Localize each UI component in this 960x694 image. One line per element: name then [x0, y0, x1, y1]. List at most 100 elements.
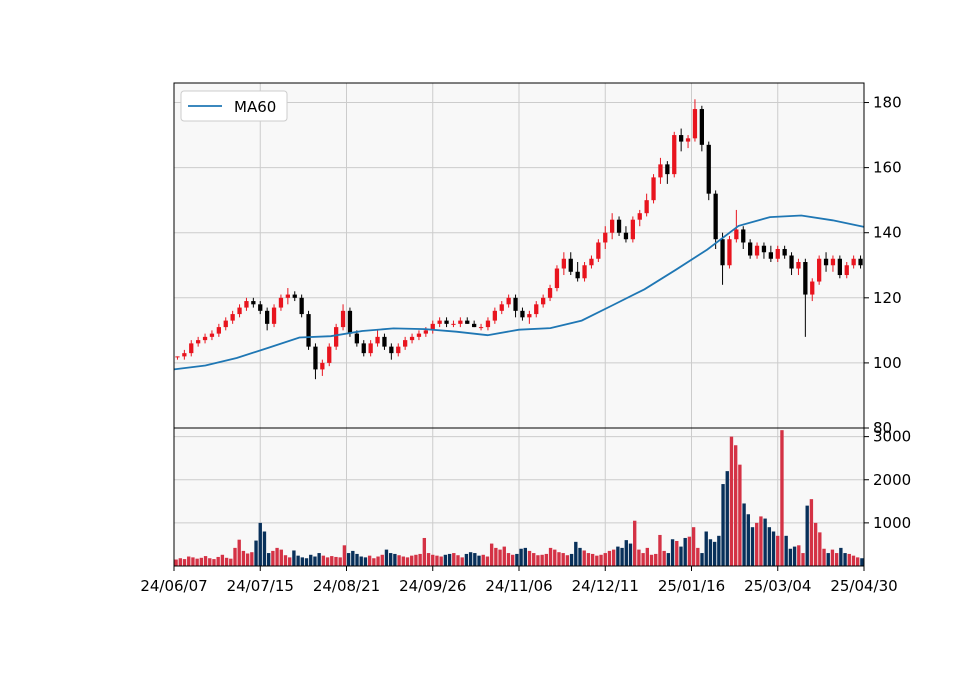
- volume-bar: [258, 522, 262, 566]
- volume-bar: [401, 556, 405, 566]
- volume-bar: [565, 555, 570, 566]
- legend: MA60: [180, 90, 288, 122]
- candle-body: [603, 232, 608, 243]
- volume-bar: [687, 536, 692, 566]
- candle-body: [196, 340, 201, 344]
- volume-bar: [296, 555, 300, 566]
- volume-bar: [380, 554, 384, 566]
- volume-bar: [494, 547, 498, 566]
- candle-body: [630, 219, 635, 240]
- candle-body: [761, 245, 767, 253]
- volume-bar: [540, 554, 544, 566]
- candle-body: [775, 248, 780, 259]
- volume-bar: [498, 549, 502, 566]
- legend-ma60-label: MA60: [234, 98, 276, 116]
- volume-bar: [208, 558, 212, 566]
- volume-bar: [203, 556, 208, 566]
- candle-body: [665, 164, 670, 175]
- x-tick-label: 24/06/07: [140, 577, 207, 595]
- candle-body: [720, 239, 725, 266]
- volume-bar: [721, 484, 725, 566]
- candle-body: [271, 307, 277, 324]
- volume-bar: [481, 554, 485, 566]
- volume-bar: [212, 559, 216, 566]
- volume-bar: [431, 554, 435, 566]
- volume-bar: [464, 553, 469, 566]
- candle-body: [741, 229, 746, 243]
- volume-bar: [595, 555, 599, 566]
- volume-bar: [439, 556, 443, 566]
- candle-body: [306, 314, 311, 347]
- candle-body: [754, 245, 760, 256]
- candle-body: [403, 340, 408, 347]
- volume-bar: [342, 545, 347, 566]
- volume-bar: [755, 522, 759, 566]
- candle-body: [237, 307, 242, 315]
- volume-bar: [355, 553, 359, 566]
- volume-bar: [443, 554, 448, 566]
- volume-bar: [426, 553, 431, 566]
- volume-bar: [376, 556, 380, 566]
- volume-bar: [578, 547, 582, 566]
- volume-bar: [330, 556, 334, 566]
- volume-bar: [435, 555, 439, 566]
- volume-bar: [304, 558, 309, 566]
- price-y-tick-label: 180: [873, 94, 902, 112]
- candle-body: [582, 265, 587, 279]
- volume-bar: [826, 553, 830, 566]
- volume-bar: [334, 556, 338, 566]
- volume-bar: [645, 547, 650, 566]
- volume-bar: [691, 527, 696, 566]
- candle-body: [437, 320, 442, 324]
- volume-bar: [511, 554, 515, 566]
- candle-body: [782, 248, 787, 256]
- candle-body: [748, 242, 753, 256]
- candle-body: [623, 232, 629, 240]
- volume-bar: [372, 558, 376, 566]
- volume-bar: [346, 553, 351, 566]
- volume-bar: [569, 553, 574, 566]
- candle-body: [216, 327, 221, 334]
- price-y-tick-label: 160: [873, 159, 902, 177]
- volume-bar: [637, 549, 641, 566]
- price-y-tick-label: 120: [873, 289, 902, 307]
- candle-body: [444, 320, 449, 324]
- volume-bar: [729, 436, 734, 566]
- candle-body: [561, 258, 566, 269]
- volume-bar: [590, 553, 595, 566]
- volume-bar: [843, 553, 847, 566]
- candle-body: [810, 281, 815, 295]
- volume-bar: [784, 535, 788, 566]
- volume-bar: [839, 547, 843, 566]
- volume-y-tick-label: 2000: [873, 471, 911, 489]
- volume-bar: [851, 555, 856, 566]
- candle-body: [817, 258, 822, 282]
- candle-body: [485, 320, 491, 328]
- x-tick-label: 24/08/21: [313, 577, 380, 595]
- volume-bar: [700, 553, 704, 566]
- volume-bar: [338, 557, 342, 566]
- candle-body: [679, 135, 684, 142]
- legend-box: [180, 90, 288, 122]
- volume-bar: [788, 548, 793, 566]
- candle-body: [554, 268, 560, 289]
- volume-bar: [641, 553, 645, 566]
- volume-bar: [649, 554, 654, 566]
- volume-panel: 24/06/07 24/07/15 24/08/21 24/09/26 24/11/06…: [140, 427, 911, 595]
- volume-bar: [351, 550, 355, 566]
- candle-body: [223, 320, 228, 328]
- candle-body: [430, 323, 435, 331]
- volume-bar: [792, 546, 797, 566]
- volume-bar: [452, 553, 456, 566]
- volume-bar: [447, 553, 452, 566]
- volume-frame: [173, 427, 865, 567]
- volume-bar: [658, 534, 662, 566]
- candle-body: [513, 297, 518, 311]
- volume-bar: [191, 557, 195, 566]
- volume-bar: [574, 541, 578, 566]
- candle-body: [616, 219, 622, 233]
- candle-body: [568, 258, 573, 272]
- volume-bar: [473, 553, 477, 566]
